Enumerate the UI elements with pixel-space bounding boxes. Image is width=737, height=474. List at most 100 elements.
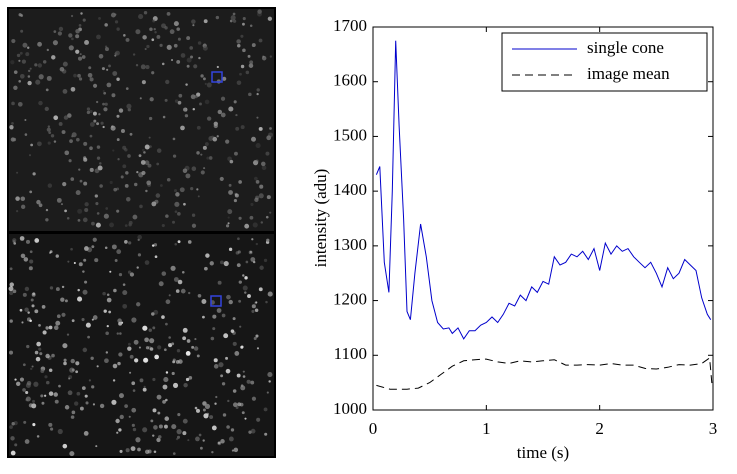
speckle <box>236 80 242 86</box>
speckle <box>156 394 162 400</box>
y-tick-label: 1500 <box>333 125 367 144</box>
speckle <box>268 132 274 138</box>
speckle <box>194 94 198 99</box>
speckle <box>70 177 75 181</box>
speckle <box>175 359 180 364</box>
speckle <box>127 342 131 346</box>
speckle <box>227 222 230 225</box>
speckle <box>143 151 146 154</box>
speckle <box>168 336 171 339</box>
speckle <box>127 108 131 112</box>
speckle <box>60 203 63 206</box>
y-tick-label: 1200 <box>333 289 367 308</box>
speckle <box>182 418 188 424</box>
speckle <box>102 102 105 106</box>
speckle <box>50 134 55 138</box>
speckle <box>84 202 89 207</box>
speckle <box>56 314 61 319</box>
speckle <box>59 66 65 72</box>
speckle <box>154 199 159 204</box>
speckle <box>34 309 39 314</box>
speckle <box>194 338 197 341</box>
speckle <box>170 59 174 62</box>
speckle <box>198 56 201 60</box>
speckle <box>261 161 266 167</box>
speckle <box>19 73 25 79</box>
speckle <box>182 327 188 333</box>
speckle <box>235 113 238 117</box>
image-top <box>7 7 276 233</box>
speckle <box>87 72 93 78</box>
speckle <box>249 215 254 220</box>
speckle <box>51 353 55 358</box>
speckle <box>12 238 17 243</box>
speckle <box>96 145 101 149</box>
speckle <box>129 371 132 374</box>
speckle <box>250 257 256 262</box>
speckle <box>248 63 254 68</box>
speckle <box>51 55 56 60</box>
speckle <box>38 100 43 106</box>
speckle <box>9 425 13 429</box>
speckle <box>148 136 151 139</box>
speckle <box>118 272 123 277</box>
speckle <box>151 38 155 42</box>
speckle <box>10 436 15 441</box>
speckle <box>153 450 157 453</box>
speckle <box>15 196 20 201</box>
speckle <box>181 271 185 274</box>
speckle <box>134 358 139 363</box>
speckle <box>38 347 42 351</box>
speckle <box>90 356 94 361</box>
speckle <box>228 190 233 195</box>
x-axis-label: time (s) <box>517 443 569 462</box>
speckle <box>159 43 163 47</box>
speckle <box>196 151 200 155</box>
speckle <box>256 347 260 350</box>
speckle <box>77 56 83 61</box>
speckle <box>53 325 59 330</box>
speckle <box>9 282 14 287</box>
speckle <box>193 346 199 351</box>
speckle <box>95 445 98 448</box>
speckle <box>105 207 109 210</box>
speckle <box>227 399 230 403</box>
speckle <box>13 421 18 426</box>
speckle <box>112 149 115 152</box>
speckle <box>62 61 68 67</box>
speckle <box>57 31 63 36</box>
speckle <box>76 137 80 142</box>
speckle <box>238 216 242 220</box>
speckle <box>71 368 75 372</box>
speckle <box>104 102 108 106</box>
speckle <box>116 249 122 255</box>
speckle <box>75 370 79 374</box>
speckle <box>120 128 125 134</box>
speckle <box>258 126 263 131</box>
speckle <box>24 286 30 292</box>
speckle <box>213 364 219 369</box>
speckle <box>85 322 91 328</box>
speckle <box>61 130 66 135</box>
speckle <box>251 238 254 241</box>
speckle <box>117 361 121 366</box>
speckle <box>214 402 217 405</box>
speckle <box>118 428 122 432</box>
speckle <box>236 373 241 378</box>
speckle <box>77 208 83 214</box>
speckle <box>34 63 38 67</box>
legend-box <box>501 32 708 92</box>
speckle <box>75 28 80 34</box>
speckle <box>79 53 82 56</box>
speckle <box>267 16 273 21</box>
speckle <box>9 267 13 271</box>
speckle <box>253 337 257 341</box>
speckle <box>63 358 67 362</box>
speckle <box>249 24 253 28</box>
speckle <box>143 11 148 15</box>
speckle <box>31 365 34 368</box>
speckle <box>116 138 120 142</box>
speckle <box>44 375 48 379</box>
speckle <box>13 70 18 74</box>
